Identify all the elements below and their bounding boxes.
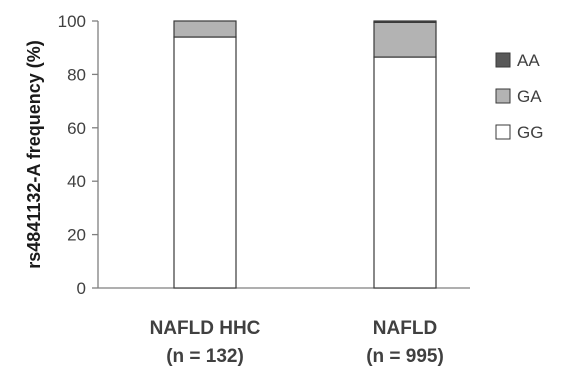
legend-label-gg: GG — [517, 123, 543, 142]
category-label: NAFLD — [373, 318, 437, 339]
bar-segment-ga — [173, 20, 237, 38]
y-tick-label: 80 — [67, 65, 86, 84]
y-tick-label: 40 — [67, 172, 86, 191]
legend-label-aa: AA — [517, 51, 540, 70]
legend-swatch-aa — [495, 52, 511, 68]
y-tick-label: 0 — [77, 279, 86, 298]
bar-segment-gg — [173, 36, 237, 289]
category-n-label: (n = 132) — [166, 346, 244, 367]
legend-label-ga: GA — [517, 87, 542, 106]
bar-segment-aa — [373, 20, 437, 23]
y-tick-label: 20 — [67, 226, 86, 245]
category-n-label: (n = 995) — [366, 346, 444, 367]
y-axis-title: rs4841132-A frequency (%) — [24, 40, 44, 268]
bar-segment-ga — [373, 21, 437, 58]
legend-swatch-gg — [495, 124, 511, 140]
y-tick-label: 100 — [58, 12, 86, 31]
legend-swatch-ga — [495, 88, 511, 104]
category-label: NAFLD HHC — [150, 318, 261, 339]
y-tick-label: 60 — [67, 119, 86, 138]
bar-segment-gg — [373, 56, 437, 289]
